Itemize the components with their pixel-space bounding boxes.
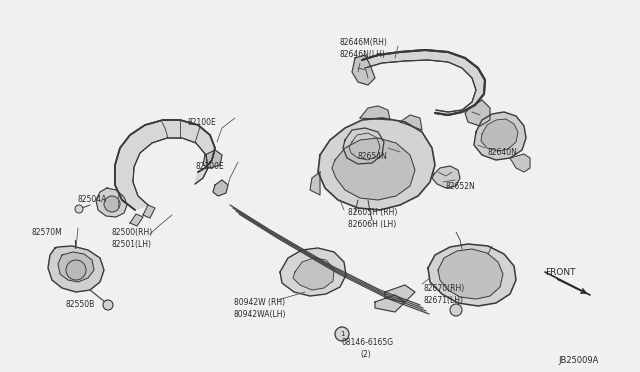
Circle shape xyxy=(104,196,120,212)
Polygon shape xyxy=(385,285,415,302)
Circle shape xyxy=(103,300,113,310)
Polygon shape xyxy=(203,150,222,168)
Text: 08146-6165G: 08146-6165G xyxy=(342,338,394,347)
Text: 80942WA(LH): 80942WA(LH) xyxy=(234,310,287,319)
Polygon shape xyxy=(428,244,516,306)
Text: 82100E: 82100E xyxy=(196,162,225,171)
Polygon shape xyxy=(465,100,490,126)
Polygon shape xyxy=(474,112,526,160)
Polygon shape xyxy=(115,120,215,210)
Polygon shape xyxy=(293,258,334,290)
Polygon shape xyxy=(360,106,390,120)
Polygon shape xyxy=(481,119,518,151)
Text: 82652N: 82652N xyxy=(445,182,475,191)
Polygon shape xyxy=(362,50,485,115)
Polygon shape xyxy=(343,128,384,164)
Polygon shape xyxy=(310,172,320,195)
Polygon shape xyxy=(318,118,435,210)
Text: 80942W (RH): 80942W (RH) xyxy=(234,298,285,307)
Text: 82605H (RH): 82605H (RH) xyxy=(348,208,397,217)
Polygon shape xyxy=(438,249,503,299)
Polygon shape xyxy=(352,55,375,85)
Polygon shape xyxy=(143,205,155,218)
Text: 82504A: 82504A xyxy=(78,195,108,204)
Text: 82640N: 82640N xyxy=(487,148,517,157)
Text: 82501(LH): 82501(LH) xyxy=(112,240,152,249)
Text: 82654N: 82654N xyxy=(358,152,388,161)
Text: 82550B: 82550B xyxy=(66,300,95,309)
Text: 82100E: 82100E xyxy=(188,118,217,127)
Polygon shape xyxy=(510,154,530,172)
Polygon shape xyxy=(349,133,380,160)
Text: 82671(LH): 82671(LH) xyxy=(424,296,464,305)
Polygon shape xyxy=(96,188,127,217)
Circle shape xyxy=(450,304,462,316)
Text: 82606H (LH): 82606H (LH) xyxy=(348,220,396,229)
Polygon shape xyxy=(213,180,228,196)
Text: 1: 1 xyxy=(340,331,344,337)
Circle shape xyxy=(66,260,86,280)
Text: 82646M(RH): 82646M(RH) xyxy=(340,38,388,47)
Polygon shape xyxy=(130,214,143,226)
Circle shape xyxy=(335,327,349,341)
Text: 82670(RH): 82670(RH) xyxy=(424,284,465,293)
Text: 82646N(LH): 82646N(LH) xyxy=(340,50,386,59)
Polygon shape xyxy=(58,252,94,282)
Polygon shape xyxy=(48,246,104,292)
Text: (2): (2) xyxy=(360,350,371,359)
Polygon shape xyxy=(375,295,405,312)
Text: FRONT: FRONT xyxy=(545,268,575,277)
Polygon shape xyxy=(332,138,415,200)
Text: 82570M: 82570M xyxy=(32,228,63,237)
Polygon shape xyxy=(432,166,460,188)
Polygon shape xyxy=(280,248,346,296)
Text: 82500(RH): 82500(RH) xyxy=(112,228,153,237)
Circle shape xyxy=(75,205,83,213)
Polygon shape xyxy=(400,115,422,130)
Text: JB25009A: JB25009A xyxy=(558,356,598,365)
